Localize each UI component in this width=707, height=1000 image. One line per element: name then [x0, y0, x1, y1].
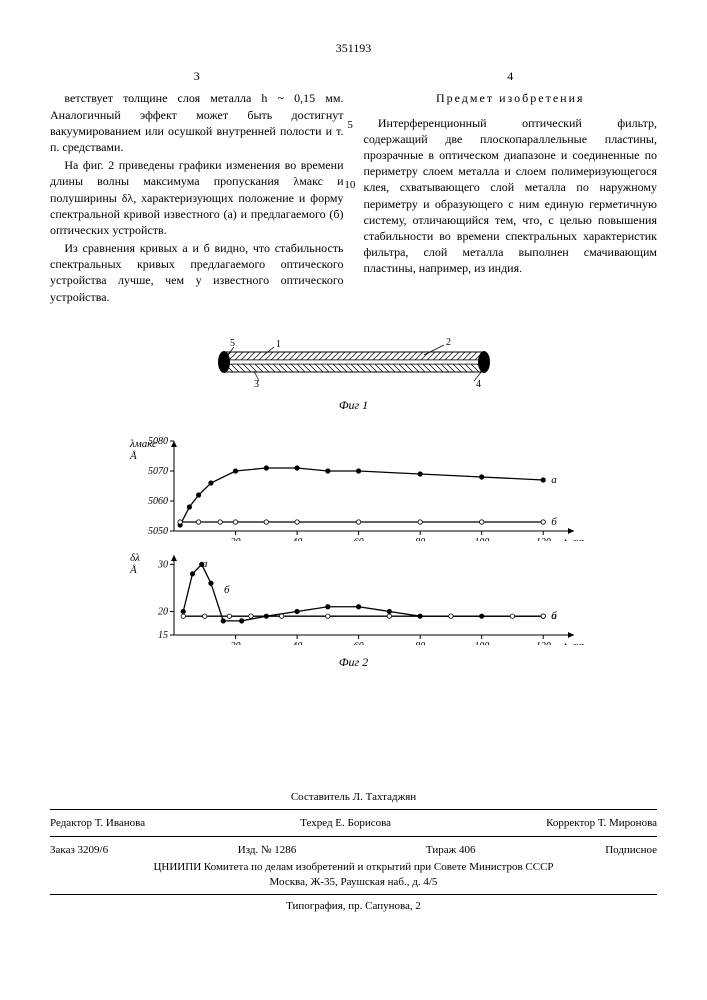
svg-text:40: 40 — [292, 537, 302, 541]
footer-compiler: Составитель Л. Тахтаджян — [50, 790, 657, 805]
left-para-3: Из сравнения кривых а и б видно, что ста… — [50, 240, 344, 305]
svg-text:б: б — [551, 516, 557, 528]
left-col-number: 3 — [50, 68, 344, 84]
svg-text:б: б — [224, 584, 230, 596]
fig1-label-1: 1 — [276, 339, 281, 350]
svg-text:δλ: δλ — [130, 552, 140, 564]
svg-text:Å: Å — [129, 450, 137, 462]
svg-text:5070: 5070 — [148, 466, 168, 477]
svg-text:100: 100 — [474, 537, 489, 541]
svg-text:40: 40 — [292, 641, 302, 645]
footer-org: ЦНИИПИ Комитета по делам изобретений и о… — [50, 860, 657, 875]
fig2-caption: Фиг 2 — [104, 654, 604, 670]
footer-order: Заказ 3209/6 — [50, 843, 108, 858]
footer-editor: Редактор Т. Иванова — [50, 816, 145, 831]
svg-text:100: 100 — [474, 641, 489, 645]
right-col-number: 4 — [364, 68, 658, 84]
right-para-1: Интерференционный оптический фильтр, сод… — [364, 115, 658, 277]
fig1-label-3: 3 — [254, 379, 259, 387]
svg-text:60: 60 — [353, 537, 363, 541]
svg-text:15: 15 — [158, 630, 168, 641]
left-para-2: На фиг. 2 приведены графики изменения во… — [50, 157, 344, 238]
svg-text:30: 30 — [157, 560, 168, 571]
svg-text:Å: Å — [129, 564, 137, 576]
svg-text:120: 120 — [535, 641, 550, 645]
claims-heading: Предмет изобретения — [364, 90, 658, 106]
fig1-label-2: 2 — [446, 337, 451, 348]
footer-circulation: Тираж 406 — [426, 843, 476, 858]
chart-lambda-max: 505050605070508020406080100120λмаксÅt, с… — [124, 431, 584, 545]
svg-text:120: 120 — [535, 537, 550, 541]
fig1-label-4: 4 — [476, 379, 481, 387]
footer-edition: Изд. № 1286 — [238, 843, 296, 858]
footer-block: Составитель Л. Тахтаджян Редактор Т. Ива… — [50, 790, 657, 914]
document-number: 351193 — [50, 40, 657, 56]
svg-text:а: а — [202, 558, 208, 570]
left-column: 3 ветствует толщине слоя металла h ~ 0,1… — [50, 68, 344, 307]
chart-delta-lambda: 15203020406080100120δλÅt, суткиабба — [124, 545, 584, 649]
svg-text:20: 20 — [230, 641, 240, 645]
svg-text:t, сутки: t, сутки — [564, 641, 584, 645]
svg-text:80: 80 — [415, 641, 425, 645]
footer-corrector: Корректор Т. Миронова — [546, 816, 657, 831]
footer-typography: Типография, пр. Сапунова, 2 — [50, 899, 657, 914]
footer-subscription: Подписное — [605, 843, 657, 858]
figures-block: 1 2 3 4 5 Фиг 1 505050605070508020406080… — [104, 337, 604, 670]
line-mark-10: 10 — [344, 178, 355, 193]
svg-text:λмакс: λмакс — [129, 438, 157, 450]
svg-text:20: 20 — [158, 607, 168, 618]
svg-text:80: 80 — [415, 537, 425, 541]
svg-text:б: б — [551, 611, 557, 623]
svg-text:а: а — [551, 474, 557, 486]
footer-techred: Техред Е. Борисова — [300, 816, 391, 831]
left-para-1: ветствует толщине слоя металла h ~ 0,15 … — [50, 90, 344, 155]
svg-text:5060: 5060 — [148, 496, 168, 507]
svg-text:60: 60 — [353, 641, 363, 645]
text-columns: 3 ветствует толщине слоя металла h ~ 0,1… — [50, 68, 657, 307]
svg-text:5050: 5050 — [148, 526, 168, 537]
fig1-caption: Фиг 1 — [104, 397, 604, 413]
right-column: 4 Предмет изобретения Интерференционный … — [364, 68, 658, 307]
fig1-label-5: 5 — [230, 338, 235, 349]
footer-address: Москва, Ж-35, Раушская наб., д. 4/5 — [50, 875, 657, 890]
svg-text:t, сутки: t, сутки — [564, 537, 584, 541]
svg-text:20: 20 — [230, 537, 240, 541]
line-mark-5: 5 — [347, 118, 353, 133]
figure-1: 1 2 3 4 5 — [204, 337, 504, 391]
